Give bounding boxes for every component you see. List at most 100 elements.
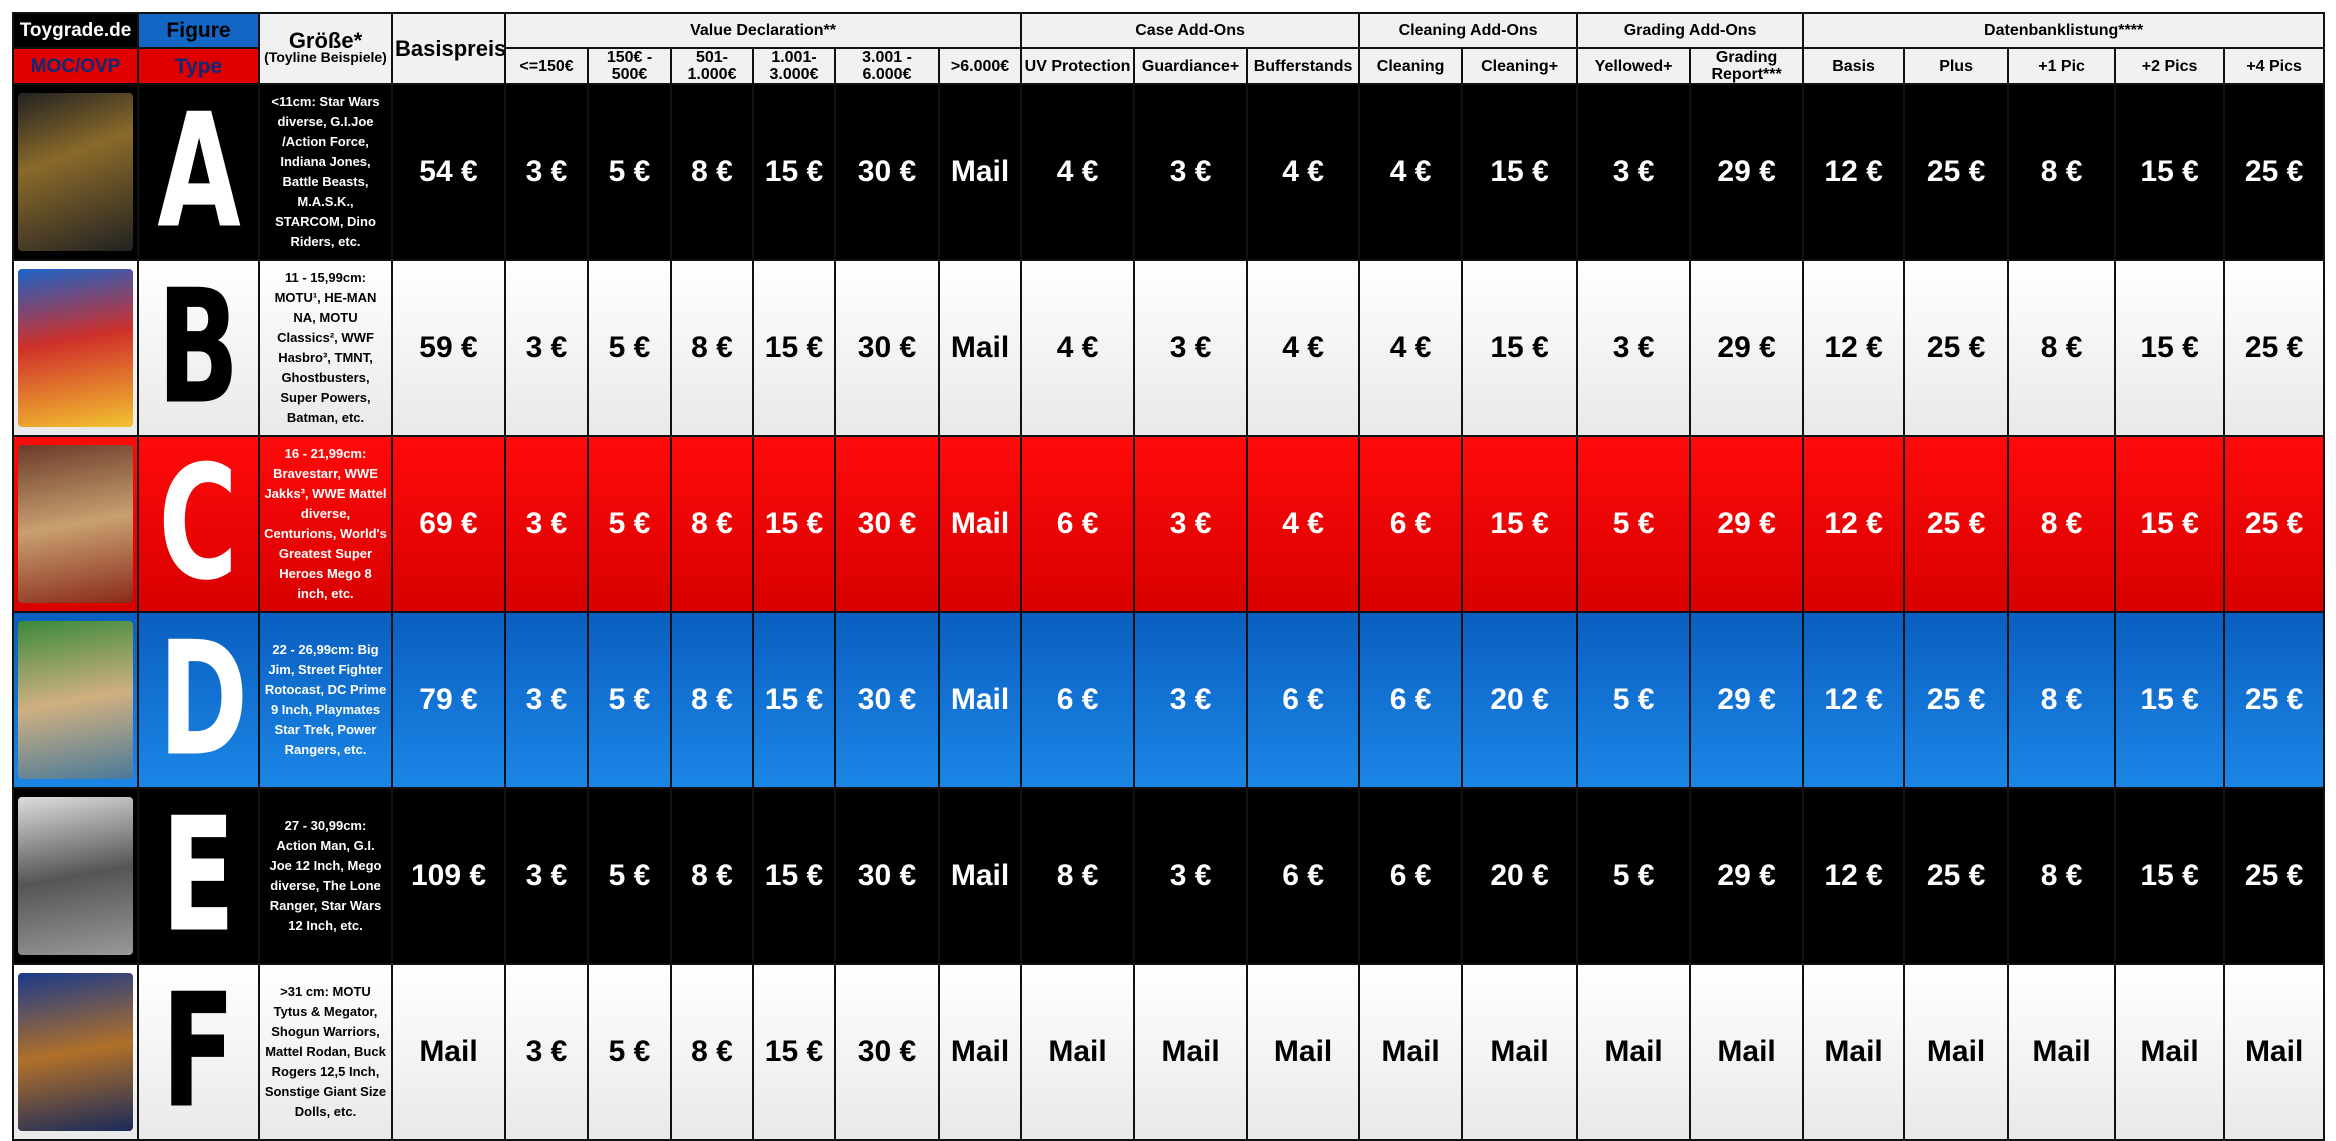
figure-type-letter: F xyxy=(161,964,236,1140)
price: 29 € xyxy=(1689,787,1805,965)
price: 8 € xyxy=(2007,787,2117,965)
price: 15 € xyxy=(752,83,836,261)
price: 8 € xyxy=(670,259,754,437)
price: 15 € xyxy=(1461,435,1579,613)
column-header: Cleaning+ xyxy=(1461,47,1579,85)
price: 3 € xyxy=(1576,259,1692,437)
figure-type: B xyxy=(137,259,260,437)
figure-image-cell xyxy=(12,963,139,1141)
price: 25 € xyxy=(2223,83,2326,261)
price: 25 € xyxy=(2223,259,2326,437)
price: Mail xyxy=(1576,963,1692,1141)
size-examples: 22 - 26,99cm: Big Jim, Street Fighter Ro… xyxy=(258,611,393,789)
price: 3 € xyxy=(504,83,589,261)
column-header: +2 Pics xyxy=(2114,47,2226,85)
figure-type-letter: D xyxy=(158,612,249,788)
price: 6 € xyxy=(1020,435,1136,613)
price: 8 € xyxy=(2007,259,2117,437)
price: 25 € xyxy=(1903,787,2010,965)
price: 5 € xyxy=(587,435,672,613)
price: Mail xyxy=(937,83,1023,261)
price: 4 € xyxy=(1020,259,1136,437)
type-header: Type xyxy=(137,47,260,85)
column-header: Plus xyxy=(1903,47,2010,85)
size-examples: 27 - 30,99cm: Action Man, G.I. Joe 12 In… xyxy=(258,787,393,965)
price: 8 € xyxy=(670,83,754,261)
column-header: Bufferstands xyxy=(1246,47,1361,85)
size-title: Größe* xyxy=(288,27,363,53)
price: 6 € xyxy=(1246,787,1361,965)
base-price: 79 € xyxy=(391,611,506,789)
price: 3 € xyxy=(504,963,589,1141)
price: 30 € xyxy=(834,611,940,789)
price: 5 € xyxy=(587,963,672,1141)
figure-type: F xyxy=(137,963,260,1141)
column-header: 1.001-3.000€ xyxy=(752,47,836,85)
column-header: Guardiance+ xyxy=(1133,47,1249,85)
price: 3 € xyxy=(1576,83,1692,261)
figure-image xyxy=(18,269,133,427)
base-price: 69 € xyxy=(391,435,506,613)
size-examples: 16 - 21,99cm: Bravestarr, WWE Jakks³, WW… xyxy=(258,435,393,613)
price: Mail xyxy=(1133,963,1249,1141)
size-header: Größe* (Toyline Beispiele) xyxy=(258,12,393,85)
base-price: Mail xyxy=(391,963,506,1141)
figure-image xyxy=(18,621,133,779)
figure-type-letter: E xyxy=(161,788,236,964)
price: Mail xyxy=(2114,963,2226,1141)
price: 3 € xyxy=(504,259,589,437)
price: 30 € xyxy=(834,963,940,1141)
price: Mail xyxy=(1020,963,1136,1141)
price: 15 € xyxy=(2114,435,2226,613)
figure-image xyxy=(18,445,133,603)
price: 3 € xyxy=(1133,611,1249,789)
price: 25 € xyxy=(1903,83,2010,261)
price: 25 € xyxy=(2223,787,2326,965)
price: 15 € xyxy=(752,435,836,613)
row: C 16 - 21,99cm: Bravestarr, WWE Jakks³, W… xyxy=(12,435,2326,613)
price: Mail xyxy=(2007,963,2117,1141)
figure-image xyxy=(18,973,133,1131)
price: 30 € xyxy=(834,787,940,965)
price: 29 € xyxy=(1689,435,1805,613)
price: Mail xyxy=(1358,963,1464,1141)
column-header: +1 Pic xyxy=(2007,47,2117,85)
price: 4 € xyxy=(1246,259,1361,437)
price: 25 € xyxy=(2223,435,2326,613)
price: 3 € xyxy=(504,787,589,965)
price: Mail xyxy=(1802,963,1906,1141)
price: 6 € xyxy=(1246,611,1361,789)
price-table: Toygrade.de Figure Größe* (Toyline Beispiel… xyxy=(12,12,2326,1141)
column-header: +4 Pics xyxy=(2223,47,2326,85)
price: 15 € xyxy=(752,611,836,789)
column-header: Yellowed+ xyxy=(1576,47,1692,85)
price: 15 € xyxy=(2114,787,2226,965)
figure-header: Figure xyxy=(137,12,260,49)
price: 4 € xyxy=(1246,435,1361,613)
price: 29 € xyxy=(1689,83,1805,261)
figure-image xyxy=(18,93,133,251)
price: Mail xyxy=(937,259,1023,437)
price: 4 € xyxy=(1358,83,1464,261)
row: D 22 - 26,99cm: Big Jim, Street Fighter R… xyxy=(12,611,2326,789)
price: 4 € xyxy=(1358,259,1464,437)
price: 15 € xyxy=(2114,611,2226,789)
price: 3 € xyxy=(1133,259,1249,437)
price: 12 € xyxy=(1802,787,1906,965)
moc-header: MOC/OVP xyxy=(12,47,139,85)
price: 8 € xyxy=(670,963,754,1141)
price: 25 € xyxy=(2223,611,2326,789)
price: 15 € xyxy=(752,963,836,1141)
group-header: Grading Add-Ons xyxy=(1576,12,1805,49)
figure-type: A xyxy=(137,83,260,261)
base-price: 109 € xyxy=(391,787,506,965)
price: 20 € xyxy=(1461,611,1579,789)
price: 8 € xyxy=(670,611,754,789)
price: 8 € xyxy=(670,787,754,965)
row: A <11cm: Star Wars diverse, G.I.Joe /Acti… xyxy=(12,83,2326,261)
price: 8 € xyxy=(2007,435,2117,613)
price: 8 € xyxy=(670,435,754,613)
price: 5 € xyxy=(587,83,672,261)
column-header: UV Protection xyxy=(1020,47,1136,85)
